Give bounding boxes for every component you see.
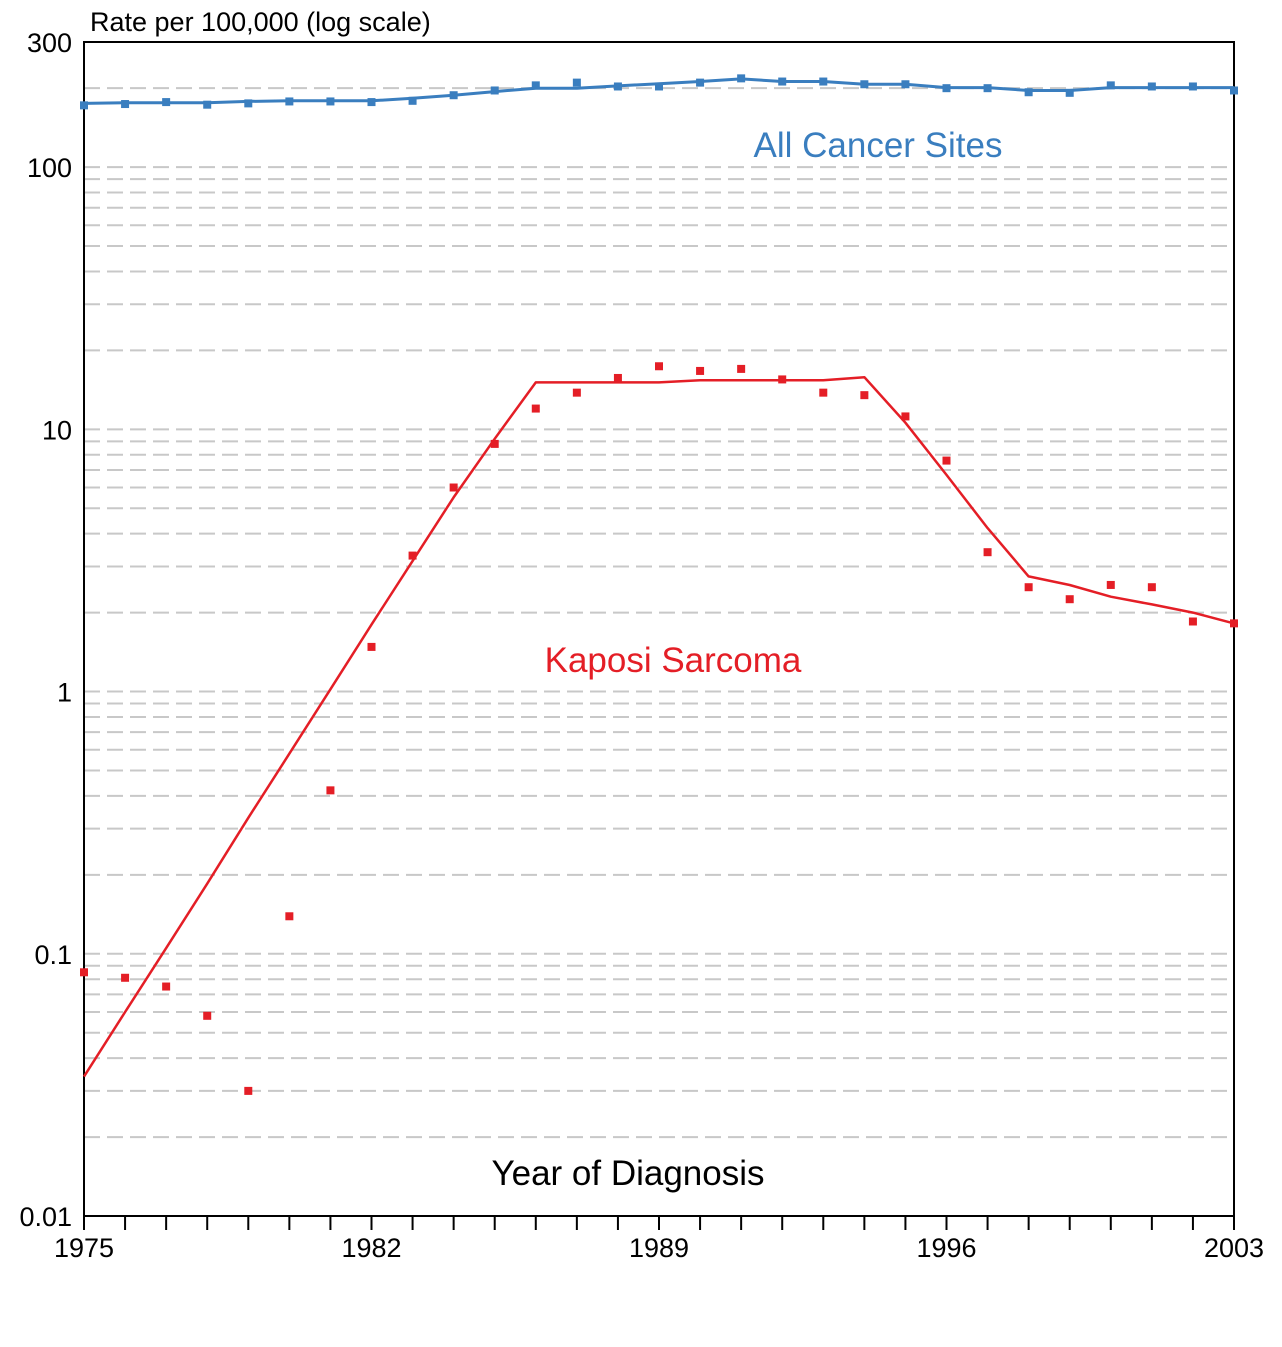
data-point-kaposi-sarcoma (1147, 583, 1156, 592)
series-label-kaposi-sarcoma: Kaposi Sarcoma (545, 641, 802, 680)
data-point-all-cancer-sites (1106, 81, 1115, 90)
series-layer (80, 74, 1238, 1095)
data-point-all-cancer-sites (778, 77, 787, 86)
data-point-kaposi-sarcoma (367, 642, 376, 651)
data-point-all-cancer-sites (1188, 82, 1197, 91)
x-tick-label: 1996 (916, 1233, 976, 1263)
data-point-all-cancer-sites (121, 100, 130, 109)
data-point-kaposi-sarcoma (901, 412, 910, 421)
data-point-all-cancer-sites (655, 82, 663, 91)
data-point-all-cancer-sites (1065, 88, 1074, 97)
data-point-kaposi-sarcoma (121, 973, 130, 982)
data-point-all-cancer-sites (80, 101, 88, 110)
x-tick-label: 1989 (629, 1233, 689, 1263)
data-point-kaposi-sarcoma (1106, 580, 1115, 589)
y-tick-label: 1 (57, 678, 72, 708)
data-point-kaposi-sarcoma (244, 1086, 253, 1095)
y-tick-label: 10 (42, 415, 72, 445)
x-tick-label: 2003 (1204, 1233, 1264, 1263)
data-point-kaposi-sarcoma (983, 548, 992, 557)
series-all-cancer-sites (80, 74, 1238, 110)
data-point-all-cancer-sites (531, 81, 540, 90)
trend-line-kaposi-sarcoma (82, 375, 1235, 1078)
data-point-kaposi-sarcoma (1230, 619, 1238, 628)
data-point-all-cancer-sites (1147, 82, 1156, 91)
x-tick-label: 1982 (341, 1233, 401, 1263)
data-point-kaposi-sarcoma (696, 366, 705, 375)
data-point-all-cancer-sites (613, 82, 622, 91)
data-point-all-cancer-sites (860, 80, 869, 89)
data-point-kaposi-sarcoma (1065, 595, 1074, 604)
y-tick-label: 0.01 (19, 1202, 72, 1232)
y-tick-label: 300 (27, 28, 72, 58)
data-point-kaposi-sarcoma (737, 364, 746, 373)
data-point-kaposi-sarcoma (942, 456, 951, 465)
y-axis-tick-labels: 300 100 10 1 0.1 0.01 (19, 28, 72, 1232)
x-axis-ticks (83, 1216, 1235, 1230)
data-point-all-cancer-sites (572, 78, 581, 87)
data-point-kaposi-sarcoma (531, 404, 540, 413)
data-point-all-cancer-sites (819, 77, 828, 86)
data-point-all-cancer-sites (942, 84, 951, 93)
data-point-all-cancer-sites (326, 97, 335, 106)
data-point-kaposi-sarcoma (860, 391, 869, 400)
plot-area-frame (83, 41, 1235, 1217)
y-tick-label: 100 (27, 153, 72, 183)
data-point-kaposi-sarcoma (819, 388, 828, 397)
x-axis-tick-labels: 1975 1982 1989 1996 2003 (54, 1233, 1264, 1263)
data-point-all-cancer-sites (408, 96, 417, 105)
series-label-all-cancer-sites: All Cancer Sites (754, 126, 1003, 165)
data-point-all-cancer-sites (285, 97, 294, 106)
data-point-all-cancer-sites (162, 98, 171, 107)
data-point-kaposi-sarcoma (203, 1011, 212, 1020)
data-point-kaposi-sarcoma (326, 786, 335, 795)
data-point-all-cancer-sites (490, 86, 499, 95)
x-axis-title: Year of Diagnosis (491, 1154, 764, 1193)
series-kaposi-sarcoma (80, 362, 1238, 1095)
data-point-all-cancer-sites (244, 99, 253, 108)
data-point-all-cancer-sites (901, 80, 910, 89)
y-tick-label: 0.1 (34, 940, 72, 970)
data-point-kaposi-sarcoma (1188, 617, 1197, 626)
data-point-all-cancer-sites (696, 78, 705, 87)
data-point-kaposi-sarcoma (778, 375, 787, 384)
data-point-kaposi-sarcoma (490, 439, 499, 448)
data-point-kaposi-sarcoma (408, 551, 417, 560)
data-point-all-cancer-sites (367, 98, 376, 107)
data-point-kaposi-sarcoma (655, 362, 663, 371)
gridlines (84, 87, 1234, 1139)
data-point-all-cancer-sites (983, 84, 992, 93)
y-axis-title: Rate per 100,000 (log scale) (90, 7, 431, 37)
data-point-kaposi-sarcoma (613, 373, 622, 382)
data-point-kaposi-sarcoma (449, 483, 458, 492)
data-point-kaposi-sarcoma (572, 388, 581, 397)
data-point-kaposi-sarcoma (285, 912, 294, 921)
data-point-kaposi-sarcoma (80, 968, 88, 977)
data-point-all-cancer-sites (1024, 88, 1033, 97)
x-tick-label: 1975 (54, 1233, 114, 1263)
data-point-all-cancer-sites (737, 74, 746, 83)
data-point-kaposi-sarcoma (162, 982, 171, 991)
data-point-kaposi-sarcoma (1024, 583, 1033, 592)
data-point-all-cancer-sites (1230, 86, 1238, 95)
data-point-all-cancer-sites (203, 100, 212, 109)
data-point-all-cancer-sites (449, 91, 458, 100)
